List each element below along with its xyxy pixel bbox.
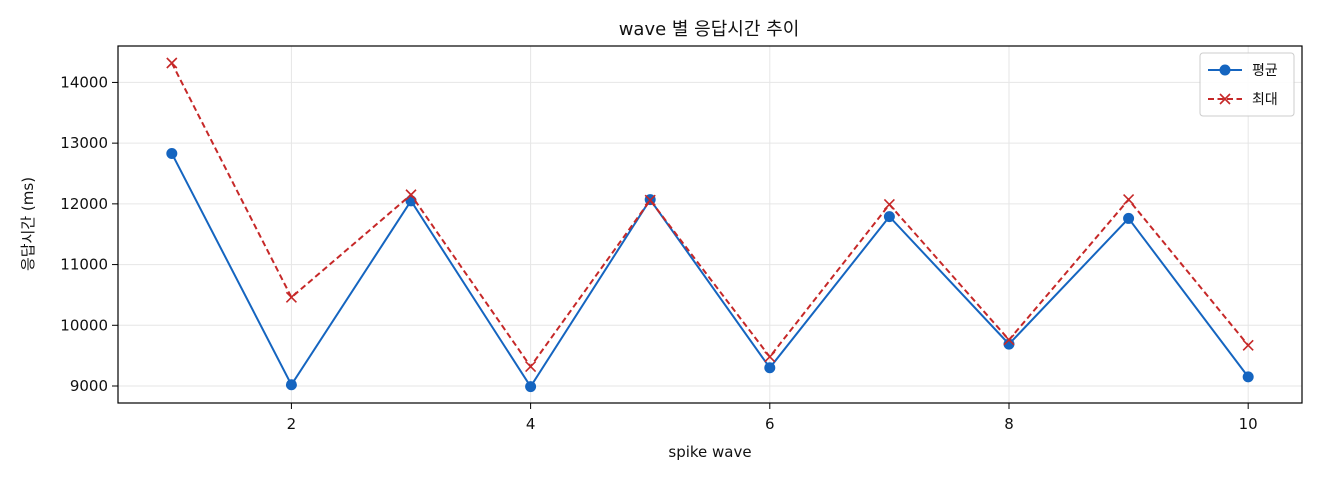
axes: 2 4 6 8 10 9000 10000 11000 12000 13000 14000 bbox=[60, 73, 1257, 433]
series-layer bbox=[166, 57, 1254, 393]
data-point-series-2 bbox=[405, 189, 417, 201]
data-point-series-1 bbox=[1123, 212, 1135, 224]
x-axis-label: spike wave bbox=[668, 443, 751, 461]
plot-area-frame bbox=[117, 45, 1303, 404]
data-point-series-2 bbox=[1242, 339, 1254, 351]
data-point-series-2 bbox=[644, 194, 656, 206]
data-point-series-1 bbox=[525, 381, 537, 393]
series-line-1 bbox=[170, 153, 1249, 389]
y-tick-label: 12000 bbox=[60, 195, 108, 213]
grid-lines bbox=[118, 46, 1302, 403]
y-tick-label: 10000 bbox=[60, 316, 108, 334]
data-point-series-2 bbox=[525, 361, 537, 373]
y-tick-label: 9000 bbox=[70, 377, 108, 395]
data-point-series-1 bbox=[285, 379, 297, 391]
data-point-series-2 bbox=[1123, 194, 1135, 206]
y-tick-label: 13000 bbox=[60, 134, 108, 152]
data-point-series-1 bbox=[764, 362, 776, 374]
x-tick-label: 6 bbox=[765, 415, 775, 433]
data-point-series-2 bbox=[764, 351, 776, 363]
data-point-series-1 bbox=[166, 147, 178, 159]
legend-marker-2 bbox=[1219, 93, 1231, 105]
data-point-series-1 bbox=[1242, 371, 1254, 383]
data-point-series-2 bbox=[166, 57, 178, 69]
x-tick-label: 10 bbox=[1239, 415, 1258, 433]
legend-label-1: 평균 bbox=[1252, 63, 1278, 79]
series-line-2 bbox=[170, 62, 1249, 369]
data-point-series-2 bbox=[285, 291, 297, 303]
legend-marker-1 bbox=[1219, 64, 1231, 76]
x-tick-label: 8 bbox=[1004, 415, 1014, 433]
y-tick-label: 11000 bbox=[60, 256, 108, 274]
data-point-series-2 bbox=[883, 198, 895, 211]
y-tick-label: 14000 bbox=[60, 73, 108, 91]
legend-box bbox=[1199, 52, 1295, 117]
legend-label-2: 최대 bbox=[1252, 92, 1278, 108]
y-axis-label: 응답시간 (ms) bbox=[19, 177, 37, 271]
data-point-series-2 bbox=[1003, 334, 1015, 346]
data-point-series-1 bbox=[883, 211, 895, 223]
x-tick-label: 4 bbox=[526, 415, 536, 433]
x-tick-label: 2 bbox=[287, 415, 297, 433]
chart-title: wave 별 응답시간 추이 bbox=[619, 19, 800, 40]
